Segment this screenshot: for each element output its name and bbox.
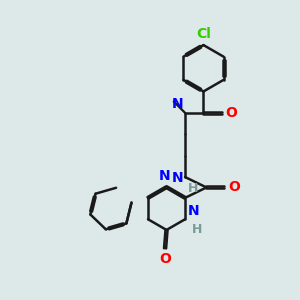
Text: N: N [188, 204, 199, 218]
Text: O: O [228, 181, 240, 194]
Text: N: N [172, 98, 184, 111]
Text: H: H [192, 223, 202, 236]
Text: O: O [159, 252, 171, 266]
Text: Cl: Cl [196, 27, 211, 41]
Text: O: O [226, 106, 237, 120]
Text: N: N [172, 171, 184, 185]
Text: H: H [188, 182, 198, 195]
Text: N: N [159, 169, 171, 183]
